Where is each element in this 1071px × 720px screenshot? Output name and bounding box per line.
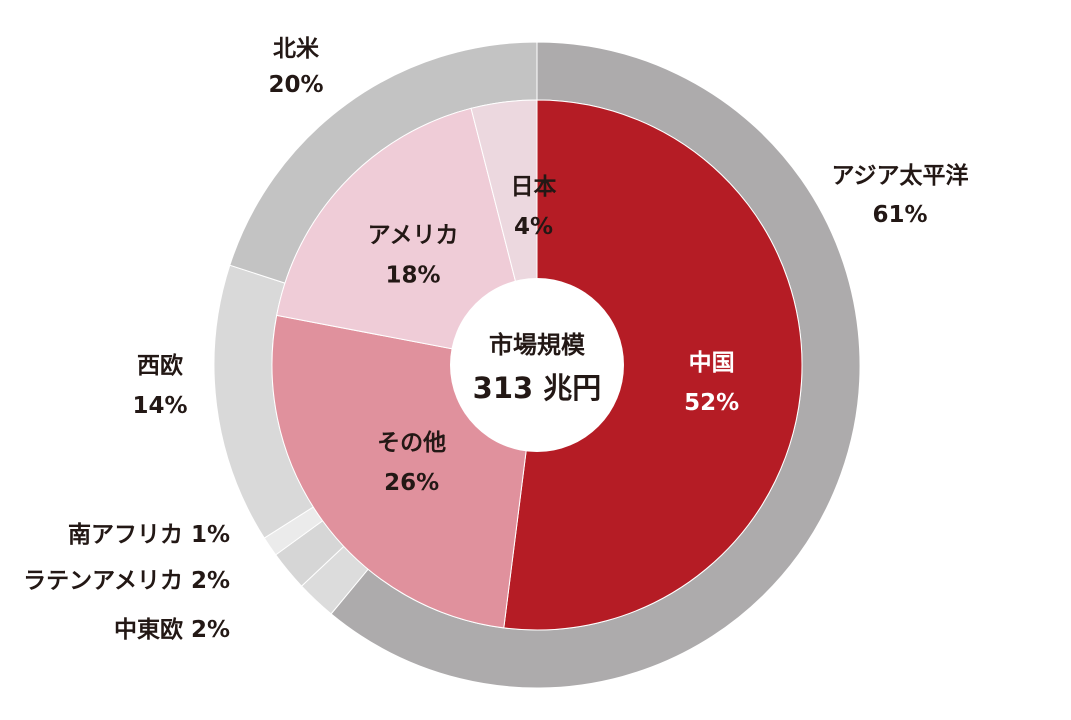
inner-value-1: 26%	[384, 470, 439, 496]
outer-label-4: 西欧	[137, 353, 183, 379]
outer-value-0: 61%	[872, 202, 927, 228]
outer-label-3: 南アフリカ 1%	[68, 522, 230, 548]
inner-label-0: 中国	[689, 350, 735, 376]
inner-label-1: その他	[377, 430, 446, 456]
inner-value-2: 18%	[386, 263, 441, 289]
inner-slice-0	[503, 99, 803, 631]
outer-value-5: 20%	[268, 72, 323, 98]
center-hole	[450, 278, 624, 452]
inner-value-0: 52%	[684, 390, 739, 416]
inner-value-3: 4%	[514, 214, 553, 240]
outer-value-4: 14%	[132, 393, 187, 419]
outer-label-1: 中東欧 2%	[114, 617, 230, 643]
inner-label-3: 日本	[511, 174, 557, 200]
center-value: 313 兆円	[473, 371, 602, 405]
center-title: 市場規模	[489, 331, 586, 359]
outer-label-0: アジア太平洋	[831, 162, 968, 189]
inner-label-2: アメリカ	[368, 223, 459, 249]
outer-label-2: ラテンアメリカ 2%	[23, 568, 230, 594]
inner-slice-2	[276, 107, 538, 366]
slice-labels: 中国 52% その他 26% アメリカ 18% 日本 4% アジア太平洋 61% 北米 20% 西欧 14…	[23, 36, 968, 643]
outer-label-5: 北米	[273, 36, 320, 62]
